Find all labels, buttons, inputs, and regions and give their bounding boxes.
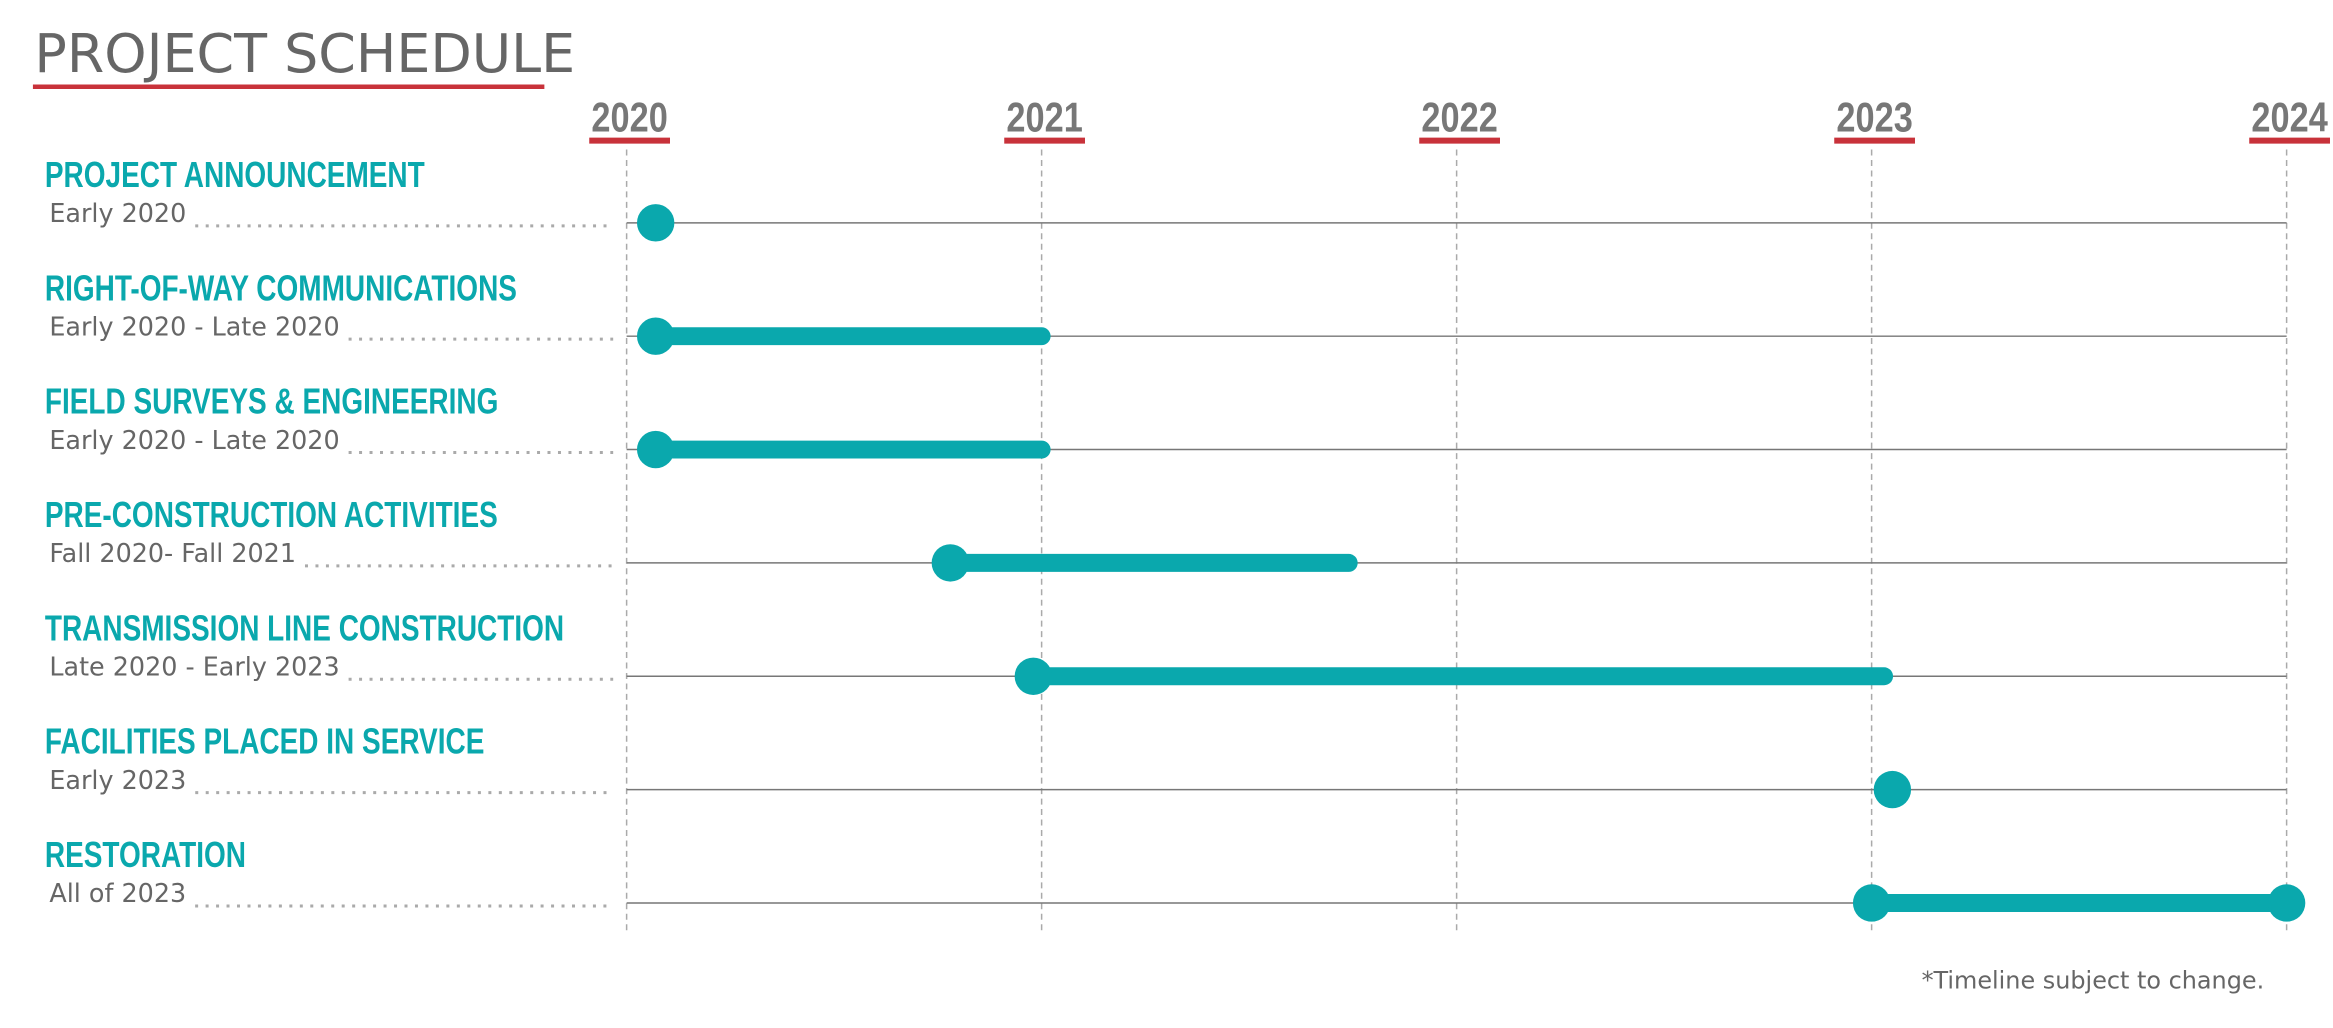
task-dates: All of 2023 xyxy=(49,878,186,908)
task-name: TRANSMISSION LINE CONSTRUCTION xyxy=(45,608,564,648)
task-dates: Early 2020 xyxy=(49,198,186,228)
task-dates: Early 2020 - Late 2020 xyxy=(49,425,339,455)
task-dates: Late 2020 - Early 2023 xyxy=(49,652,339,682)
start-dot xyxy=(636,204,675,242)
start-dot xyxy=(931,544,970,582)
x-tick-label: 2024 xyxy=(2251,94,2328,141)
task-name: FACILITIES PLACED IN SERVICE xyxy=(45,721,485,761)
task-dates: Early 2020 - Late 2020 xyxy=(49,311,339,341)
start-dot xyxy=(636,317,675,355)
start-dot xyxy=(1873,770,1912,809)
task-name: FIELD SURVEYS & ENGINEERING xyxy=(45,381,499,421)
start-dot xyxy=(636,430,675,469)
x-tick-label: 2022 xyxy=(1421,94,1497,141)
task-name: PRE-CONSTRUCTION ACTIVITIES xyxy=(45,495,498,535)
task-dates: Early 2023 xyxy=(49,765,186,795)
start-dot xyxy=(1852,884,1891,922)
footnote: *Timeline subject to change. xyxy=(1922,967,2265,995)
x-tick-label: 2021 xyxy=(1006,94,1082,141)
task-name: PROJECT ANNOUNCEMENT xyxy=(45,155,425,195)
task-name: RIGHT-OF-WAY COMMUNICATIONS xyxy=(45,268,517,308)
x-tick-label: 2020 xyxy=(591,94,667,141)
task-dates: Fall 2020- Fall 2021 xyxy=(49,538,296,568)
start-dot xyxy=(1014,657,1053,695)
x-tick-label: 2023 xyxy=(1836,94,1912,141)
task-name: RESTORATION xyxy=(45,835,246,875)
end-dot xyxy=(2267,884,2306,922)
chart-title: PROJECT SCHEDULE xyxy=(34,22,575,85)
